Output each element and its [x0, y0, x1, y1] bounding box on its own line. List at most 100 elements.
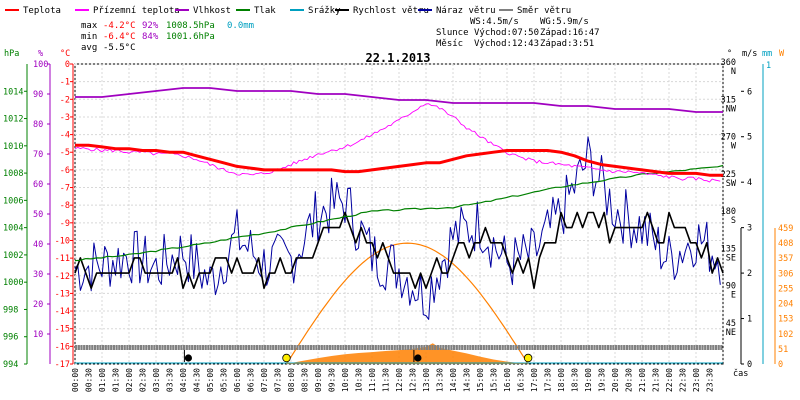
- wind-direction-mark: [331, 345, 334, 350]
- wind-direction-mark: [277, 345, 280, 350]
- wind-direction-mark: [280, 345, 283, 350]
- wind-direction-mark: [326, 345, 329, 350]
- wind-direction-mark: [390, 345, 394, 350]
- wind-direction-mark: [577, 345, 580, 350]
- solar-tick-label: 102: [778, 330, 793, 340]
- wind-direction-mark: [110, 345, 113, 350]
- humidity-tick-label: 70: [33, 150, 43, 160]
- wind-direction-mark: [372, 345, 375, 350]
- humidity-tick-label: 90: [33, 90, 43, 100]
- direction-tick-label: 45: [726, 319, 736, 329]
- pressure-tick-label: 996: [3, 333, 18, 343]
- direction-tick-label: 360: [721, 58, 736, 68]
- solar-tick-label: 408: [778, 239, 793, 249]
- wind-direction-mark: [247, 345, 250, 350]
- wind-direction-mark: [660, 345, 664, 350]
- moonrise-marker: [414, 354, 422, 362]
- wind-direction-mark: [288, 345, 291, 350]
- wind-direction-mark: [285, 345, 288, 350]
- temperature-tick-label: -9: [60, 219, 70, 229]
- wind-tick-label: 1: [747, 315, 752, 325]
- stat-avg-label: avg: [81, 43, 97, 53]
- wind-direction-mark: [172, 345, 175, 350]
- wind-direction-mark: [180, 345, 183, 350]
- time-tick-label: 02:00: [125, 368, 134, 392]
- wind-direction-mark: [355, 345, 358, 350]
- wind-unit-label: m/s: [742, 49, 757, 59]
- wind-direction-mark: [563, 345, 566, 350]
- time-tick-label: 14:30: [463, 368, 472, 392]
- temperature-tick-label: -1: [60, 78, 70, 88]
- wind-direction-mark: [336, 345, 340, 350]
- time-tick-label: 08:00: [287, 368, 296, 392]
- wind-tick-label: 0: [747, 360, 752, 370]
- wind-direction-mark: [690, 345, 693, 350]
- wind-direction-mark: [261, 345, 264, 350]
- temperature-tick-label: -4: [60, 131, 70, 141]
- wind-direction-mark: [347, 345, 350, 350]
- wind-direction-mark: [96, 345, 99, 350]
- temperature-tick-label: -16: [55, 342, 70, 352]
- time-tick-label: 12:00: [395, 368, 404, 392]
- wind-direction-mark: [590, 345, 593, 350]
- wind-direction-mark: [509, 345, 512, 350]
- series-layer: [74, 87, 724, 364]
- wind-direction-mark: [631, 345, 634, 350]
- stat-min-press: 1001.6hPa: [166, 32, 215, 42]
- chart-axes: hPa% °C ° m/s mm W994996998100010021004100610…: [3, 49, 793, 392]
- wind-direction-mark: [671, 345, 674, 350]
- time-tick-label: 11:30: [382, 368, 391, 392]
- wind-direction-mark: [566, 345, 569, 350]
- wind-direction-mark: [436, 345, 439, 350]
- legend-label: Směr větru: [517, 6, 571, 16]
- temperature-tick-label: -15: [55, 325, 70, 335]
- wind-direction-mark: [207, 345, 210, 350]
- wind-direction-mark: [428, 345, 431, 350]
- wind-direction-mark: [698, 345, 701, 350]
- wind-direction-mark: [293, 345, 296, 350]
- wind-direction-mark: [539, 345, 542, 350]
- wind-direction-mark: [407, 345, 410, 350]
- wind-direction-mark: [550, 345, 553, 350]
- wind-direction-mark: [174, 345, 178, 350]
- wind-direction-mark: [582, 345, 585, 350]
- wind-direction-mark: [363, 345, 367, 350]
- wind-direction-mark: [158, 345, 161, 350]
- wind-direction-mark: [574, 345, 577, 350]
- wind-direction-mark: [139, 345, 142, 350]
- wind-direction-mark: [234, 345, 237, 350]
- direction-name-label: E: [731, 291, 736, 301]
- wind-direction-mark: [301, 345, 304, 350]
- wind-direction-mark: [253, 345, 256, 350]
- wind-direction-mark: [463, 345, 466, 350]
- wind-direction-mark: [453, 345, 456, 350]
- moon-set: Západ:3:51: [540, 39, 594, 49]
- stat-max-rain: 0.0mm: [227, 21, 254, 31]
- wind-direction-mark: [644, 345, 647, 350]
- legend-label: Náraz větru: [436, 6, 496, 16]
- wind-direction-mark: [474, 345, 477, 350]
- solar-tick-label: 255: [778, 284, 793, 294]
- wind-direction-mark: [609, 345, 612, 350]
- wind-direction-mark: [528, 345, 531, 350]
- wind-direction-mark: [598, 345, 601, 350]
- wind-direction-mark: [272, 345, 275, 350]
- wind-direction-mark: [450, 345, 453, 350]
- wind-direction-mark: [358, 345, 361, 350]
- humidity-unit-label: %: [38, 49, 43, 59]
- wind-direction-mark: [220, 345, 223, 350]
- time-tick-label: 10:00: [341, 368, 350, 392]
- wind-direction-mark: [482, 345, 485, 350]
- pressure-tick-label: 1008: [3, 169, 23, 179]
- time-tick-label: 22:30: [679, 368, 688, 392]
- wind-direction-mark: [488, 345, 491, 350]
- wind-tick-label: 3: [747, 224, 752, 234]
- wind-direction-mark: [685, 345, 688, 350]
- stat-max-hum: 92%: [142, 21, 159, 31]
- wind-direction-mark: [201, 345, 205, 350]
- wind-direction-mark: [304, 345, 307, 350]
- time-tick-label: 01:30: [112, 368, 121, 392]
- series-line-pressure: [74, 164, 724, 262]
- pressure-unit-label: hPa: [4, 49, 19, 59]
- wind-direction-mark: [466, 345, 469, 350]
